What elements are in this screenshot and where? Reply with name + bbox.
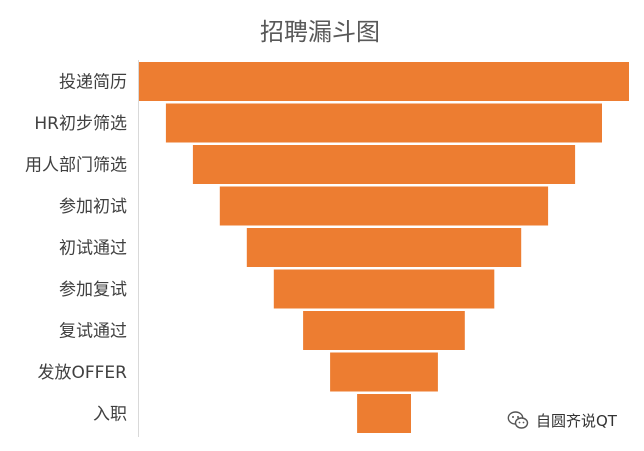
category-label: 用人部门筛选 — [25, 156, 127, 176]
watermark-text: 自圆齐说QT — [536, 411, 617, 430]
funnel-bar — [357, 394, 411, 433]
funnel-bar — [165, 103, 602, 143]
funnel-bars — [139, 62, 629, 433]
category-label: 投递简历 — [59, 73, 127, 93]
category-label: 复试通过 — [59, 322, 127, 342]
category-label: HR初步筛选 — [34, 114, 127, 134]
wechat-icon — [507, 411, 529, 429]
category-label: 初试通过 — [59, 239, 127, 259]
funnel-bar — [219, 186, 549, 226]
category-label: 入职 — [93, 405, 127, 425]
funnel-bar — [192, 145, 576, 184]
funnel-bar — [303, 311, 465, 350]
watermark: 自圆齐说QT — [506, 408, 617, 432]
funnel-bar — [246, 228, 522, 267]
category-label: 发放OFFER — [38, 363, 128, 383]
funnel-bar — [330, 352, 438, 392]
funnel-bar — [273, 269, 495, 309]
funnel-bar — [139, 62, 629, 101]
category-label: 参加复试 — [59, 280, 127, 300]
category-label: 参加初试 — [59, 197, 127, 217]
chart-title: 招聘漏斗图 — [260, 18, 380, 46]
